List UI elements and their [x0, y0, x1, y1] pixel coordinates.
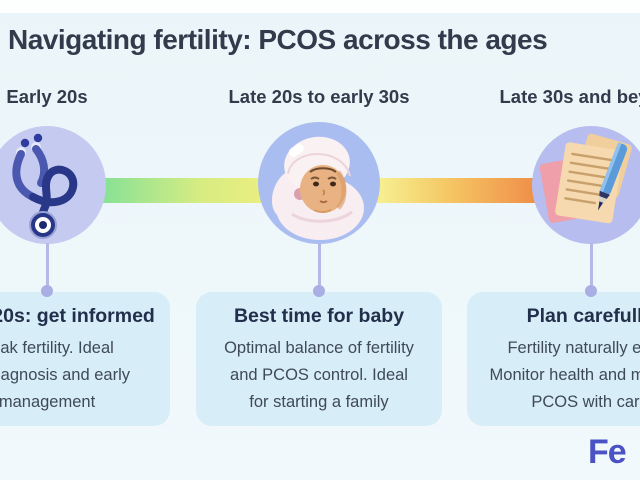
- top-margin-strip: [0, 0, 640, 13]
- connector-dot: [585, 285, 597, 297]
- notes-and-pen-icon: [539, 133, 632, 224]
- card-text-line: for starting a family: [249, 393, 389, 411]
- card-text-line: and PCOS control. Ideal: [230, 366, 408, 384]
- card-title: Plan carefully: [526, 305, 640, 327]
- connector-dot: [41, 285, 53, 297]
- column-header-early-20s: Early 20s: [6, 86, 88, 107]
- stethoscope-icon: [12, 133, 78, 239]
- card-title: Best time for baby: [233, 305, 405, 327]
- info-card-late-30s-beyond: Plan carefully Fertility naturally ebbs.…: [467, 292, 640, 426]
- baby-icon: [271, 136, 364, 240]
- connector-line: [590, 243, 593, 287]
- icon-circle-late-20s-early-30s: [258, 122, 380, 244]
- column-header-late-30s-beyond: Late 30s and beyond: [499, 86, 640, 107]
- card-text-line: management: [0, 393, 96, 411]
- connector-dot: [313, 285, 325, 297]
- icon-circle-late-30s-beyond: [532, 126, 640, 244]
- card-text-line: Fertility naturally ebbs.: [507, 339, 640, 357]
- icon-circle-early-20s: [0, 126, 106, 244]
- connector-line: [46, 243, 49, 287]
- page-title: Navigating fertility: PCOS across the ag…: [8, 24, 548, 55]
- brand-logo: Fe: [588, 433, 627, 471]
- column-header-late-20s-early-30s: Late 20s to early 30s: [228, 86, 410, 107]
- card-title: Early 20s: get informed: [0, 305, 155, 327]
- card-text-line: Monitor health and manage: [489, 366, 640, 384]
- connector-line: [318, 243, 321, 287]
- info-card-late-20s-early-30s: Best time for baby Optimal balance of fe…: [196, 292, 442, 426]
- card-text-line: Optimal balance of fertility: [224, 339, 414, 357]
- card-text-line: for diagnosis and early: [0, 366, 130, 384]
- card-text-line: PCOS with care: [531, 393, 640, 411]
- card-text-line: Peak fertility. Ideal: [0, 339, 114, 357]
- info-card-early-20s: Early 20s: get informed Peak fertility. …: [0, 292, 170, 426]
